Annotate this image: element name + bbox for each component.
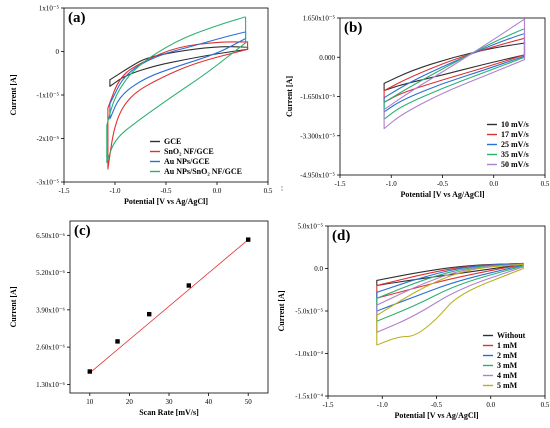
data-point — [186, 283, 191, 288]
data-point — [147, 311, 152, 317]
series-line — [106, 16, 247, 163]
x-axis-label: Scan Rate [mV/s] — [139, 408, 199, 417]
legend-label: 3 mM — [497, 361, 518, 370]
panel-label: (d) — [332, 228, 350, 244]
panel-a: -1.5 -1.0 -0.5 0.0 0.5 -3x10⁻⁵ -2x10⁻⁵ -1x10⁻⁵ 0… — [9, 5, 273, 207]
series-line — [107, 41, 249, 170]
legend-label: GCE — [164, 137, 181, 146]
x-tick-label: 0.0 — [486, 401, 495, 409]
panel-label: (c) — [74, 223, 91, 239]
panel-label: (a) — [68, 10, 86, 26]
x-axis-label: Potential [V vs Ag/AgCl] — [400, 190, 484, 199]
panel-label: (b) — [344, 20, 362, 36]
legend-label: Au NPs/SnO₂ NF/GCE — [164, 167, 242, 176]
x-tick-label: -1.5 — [58, 187, 70, 195]
legend-label: 25 mV/s — [501, 140, 529, 149]
y-tick-label: -1.5x10⁻⁴ — [295, 393, 323, 401]
y-tick-label: -1.650x10⁻⁵ — [300, 93, 335, 101]
y-tick-label: -5.0x10⁻⁵ — [295, 308, 323, 316]
legend-label: 17 mV/s — [501, 130, 529, 139]
y-tick-label: 1x10⁻⁵ — [39, 5, 60, 13]
plot-frame — [69, 220, 269, 394]
y-tick-label: -3x10⁻⁵ — [37, 179, 60, 187]
x-tick-label: -0.5 — [437, 180, 449, 188]
series-line — [376, 263, 524, 346]
x-tick-label: 50 — [245, 398, 253, 406]
y-tick-label: -2x10⁻⁵ — [37, 135, 60, 143]
data-point — [87, 369, 92, 374]
x-tick-label: -1.5 — [322, 401, 334, 409]
panel-d: -1.5 -1.0 -0.5 0.0 0.5 -1.5x10⁻⁴ -1.0x10⁻⁴ -5.0… — [277, 223, 550, 421]
y-tick-label: -1.0x10⁻⁴ — [295, 350, 323, 358]
series-line — [383, 32, 526, 113]
dot-mark — [281, 189, 283, 191]
y-axis-label: Current [A] — [9, 74, 18, 115]
x-tick-label: -0.5 — [431, 401, 443, 409]
y-tick-label: -3.300x10⁻⁵ — [300, 132, 335, 140]
x-tick-label: -1.0 — [109, 187, 121, 195]
x-tick-label: -1.0 — [386, 180, 398, 188]
dot-mark — [281, 186, 283, 188]
legend-label: 35 mV/s — [501, 150, 529, 159]
x-tick-label: -1.0 — [377, 401, 389, 409]
legend-label: 2 mM — [497, 351, 518, 360]
y-tick-label: 6.50x10⁻⁶ — [36, 232, 65, 240]
x-tick-label: 0.0 — [213, 187, 222, 195]
legend-label: 1 mM — [497, 341, 518, 350]
legend-label: 5 mM — [497, 381, 518, 390]
fit-line — [89, 239, 249, 374]
y-tick-label: 2.60x10⁻⁶ — [36, 344, 65, 352]
y-tick-label: 1.30x10⁻⁶ — [36, 381, 65, 389]
legend-label: 10 mV/s — [501, 120, 529, 129]
y-tick-label: 0 — [56, 48, 60, 56]
series-line — [376, 263, 524, 334]
legend-label: 4 mM — [497, 371, 518, 380]
x-axis-label: Potential [V vs Ag/AgCl] — [394, 411, 478, 420]
series-line — [383, 36, 526, 103]
x-tick-label: 0.5 — [264, 187, 273, 195]
legend-label: Au NPs/GCE — [164, 157, 210, 166]
y-tick-label: -4.950x10⁻⁵ — [300, 172, 335, 180]
x-tick-label: -1.5 — [334, 180, 346, 188]
x-axis-label: Potential [V vs Ag/AgCl] — [124, 197, 208, 206]
data-point — [246, 237, 251, 242]
y-tick-label: 0.000 — [319, 54, 335, 62]
legend-label: Without — [497, 331, 526, 340]
y-tick-label: 0.0 — [314, 265, 323, 273]
legend-label: SnO₂ NF/GCE — [164, 147, 214, 156]
y-axis-label: Current [A] — [285, 76, 294, 117]
x-tick-label: 0.5 — [541, 401, 550, 409]
data-point — [115, 339, 120, 344]
x-tick-label: 20 — [126, 398, 134, 406]
x-tick-label: -0.5 — [160, 187, 172, 195]
y-tick-label: 3.90x10⁻⁶ — [36, 306, 65, 314]
y-tick-label: 5.0x10⁻⁵ — [298, 223, 324, 231]
series-line — [383, 18, 526, 130]
x-tick-label: 10 — [86, 398, 94, 406]
y-axis-label: Current [A] — [9, 286, 18, 327]
x-tick-label: 0.0 — [489, 180, 498, 188]
x-tick-label: 0.5 — [541, 180, 550, 188]
panel-b: -1.5 -1.0 -0.5 0.0 0.5 -4.950x10⁻⁵ -3.300x10⁻⁵… — [285, 15, 550, 200]
series-line — [376, 262, 524, 299]
legend-label: 50 mV/s — [501, 160, 529, 169]
x-tick-label: 40 — [205, 398, 213, 406]
y-tick-label: -1x10⁻⁵ — [37, 92, 60, 100]
y-tick-label: 5.20x10⁻⁶ — [36, 269, 65, 277]
y-tick-label: 1.650x10⁻⁵ — [303, 15, 336, 23]
y-axis-label: Current [A] — [277, 290, 286, 331]
x-tick-label: 30 — [166, 398, 174, 406]
panel-c: 10 20 30 40 50 1.30x10⁻⁶ 2.60x10⁻⁶ 3.90x10⁻⁶ 5.2… — [9, 220, 269, 417]
